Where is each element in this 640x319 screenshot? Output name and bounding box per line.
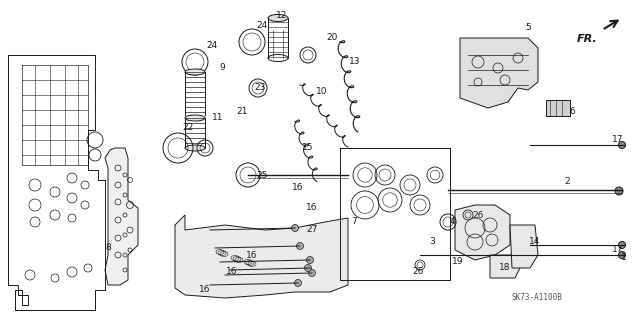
Circle shape xyxy=(308,270,316,277)
Text: SK73-A1100B: SK73-A1100B xyxy=(512,293,563,302)
Polygon shape xyxy=(460,38,538,108)
Text: 17: 17 xyxy=(612,246,624,255)
Ellipse shape xyxy=(185,115,205,121)
Text: 11: 11 xyxy=(212,114,224,122)
Polygon shape xyxy=(175,215,348,298)
Bar xyxy=(546,100,570,116)
Text: 14: 14 xyxy=(529,238,541,247)
Text: 5: 5 xyxy=(525,24,531,33)
Text: 16: 16 xyxy=(199,286,211,294)
Text: 27: 27 xyxy=(307,226,317,234)
Circle shape xyxy=(618,142,625,149)
Text: 17: 17 xyxy=(612,136,624,145)
Circle shape xyxy=(615,187,623,195)
Text: 4: 4 xyxy=(449,218,455,226)
Polygon shape xyxy=(455,205,510,260)
Text: 24: 24 xyxy=(257,20,268,29)
Circle shape xyxy=(294,279,301,286)
Text: 26: 26 xyxy=(412,268,424,277)
Text: 24: 24 xyxy=(206,41,218,49)
Polygon shape xyxy=(510,225,538,268)
Ellipse shape xyxy=(268,14,288,21)
Text: 22: 22 xyxy=(182,123,194,132)
Text: 26: 26 xyxy=(472,211,484,219)
Circle shape xyxy=(291,225,298,232)
Text: 7: 7 xyxy=(351,218,357,226)
Text: 16: 16 xyxy=(227,268,237,277)
Text: 16: 16 xyxy=(246,250,258,259)
Circle shape xyxy=(296,242,303,249)
Text: 13: 13 xyxy=(349,57,361,66)
Text: 21: 21 xyxy=(236,108,248,116)
Text: 16: 16 xyxy=(307,204,317,212)
Text: 10: 10 xyxy=(316,87,328,97)
Text: 8: 8 xyxy=(105,243,111,253)
Ellipse shape xyxy=(185,145,205,151)
Text: 3: 3 xyxy=(429,238,435,247)
Polygon shape xyxy=(105,148,138,285)
Text: 16: 16 xyxy=(292,183,304,192)
Circle shape xyxy=(305,264,312,271)
Polygon shape xyxy=(490,255,520,278)
Text: 20: 20 xyxy=(326,33,338,42)
Text: 12: 12 xyxy=(276,11,288,19)
Text: 2: 2 xyxy=(564,177,570,187)
Circle shape xyxy=(307,256,314,263)
Text: 15: 15 xyxy=(302,144,314,152)
Text: 1: 1 xyxy=(621,254,627,263)
Text: 6: 6 xyxy=(569,108,575,116)
Circle shape xyxy=(618,241,625,249)
Text: 19: 19 xyxy=(452,257,464,266)
Text: 18: 18 xyxy=(499,263,511,272)
Text: FR.: FR. xyxy=(577,34,598,44)
Text: 25: 25 xyxy=(256,170,268,180)
Text: 9: 9 xyxy=(219,63,225,72)
Circle shape xyxy=(618,251,625,258)
Ellipse shape xyxy=(185,69,205,75)
Text: 23: 23 xyxy=(254,84,266,93)
